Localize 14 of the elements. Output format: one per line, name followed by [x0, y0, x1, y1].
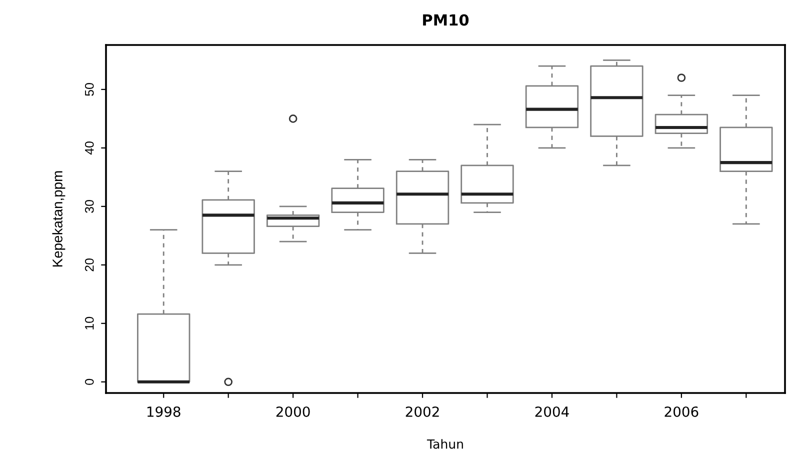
- y-tick-label: 40: [84, 141, 94, 155]
- x-tick-label: 2002: [406, 406, 439, 417]
- y-tick-label: 50: [84, 82, 94, 96]
- chart-title: PM10: [423, 14, 469, 26]
- x-tick-label: 2006: [664, 406, 698, 417]
- x-tick-label: 2000: [276, 406, 310, 417]
- y-axis-title: Kepekatan,ppm: [52, 171, 66, 266]
- x-tick-label: 2004: [535, 406, 569, 417]
- x-tick-label: 1998: [147, 406, 180, 417]
- y-tick-label: 20: [84, 258, 94, 272]
- y-tick-label: 0: [84, 378, 94, 385]
- x-axis-title: Tahun: [426, 439, 463, 449]
- y-tick-label: 30: [84, 200, 94, 213]
- y-tick-label: 10: [84, 316, 94, 330]
